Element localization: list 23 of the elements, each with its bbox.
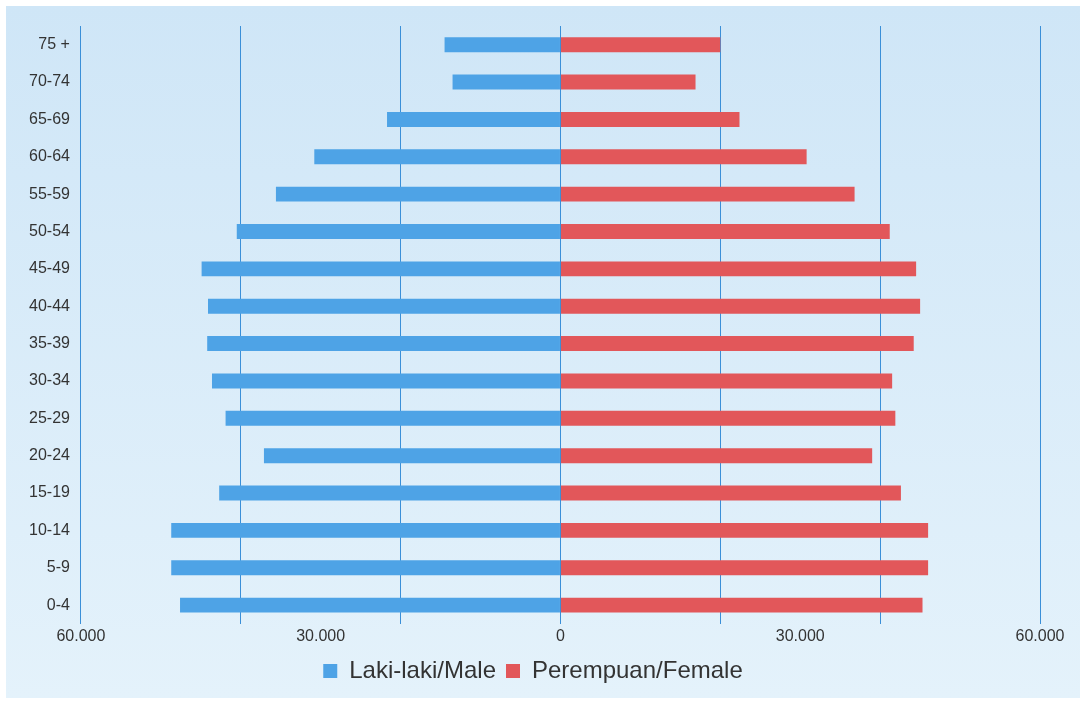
y-tick-label: 25-29 xyxy=(29,408,71,426)
legend-label: Laki-laki/Male xyxy=(349,655,496,683)
y-tick-label: 60-64 xyxy=(29,147,71,165)
y-tick-label: 50-54 xyxy=(29,221,71,239)
y-tick-label: 55-59 xyxy=(29,184,71,202)
y-tick-label: 30-34 xyxy=(29,371,71,389)
y-tick-label: 5-9 xyxy=(46,558,71,576)
legend-label: Perempuan/Female xyxy=(531,655,743,683)
x-tick-label: 0 xyxy=(556,626,566,644)
y-tick-label: 35-39 xyxy=(29,333,71,351)
x-tick-label: 60.000 xyxy=(56,626,106,644)
x-tick-label: 30.000 xyxy=(775,626,825,644)
y-tick-label: 65-69 xyxy=(29,109,71,127)
x-tick-label: 30.000 xyxy=(296,626,346,644)
y-tick-label: 0-4 xyxy=(46,595,71,613)
y-tick-label: 75 + xyxy=(38,35,70,53)
y-tick-label: 15-19 xyxy=(29,483,71,501)
x-tick-label: 60.000 xyxy=(1015,626,1065,644)
y-tick-label: 70-74 xyxy=(29,72,71,90)
y-tick-label: 40-44 xyxy=(29,296,71,314)
y-tick-label: 45-49 xyxy=(29,259,71,277)
y-tick-label: 20-24 xyxy=(29,446,71,464)
y-tick-label: 10-14 xyxy=(29,520,71,538)
